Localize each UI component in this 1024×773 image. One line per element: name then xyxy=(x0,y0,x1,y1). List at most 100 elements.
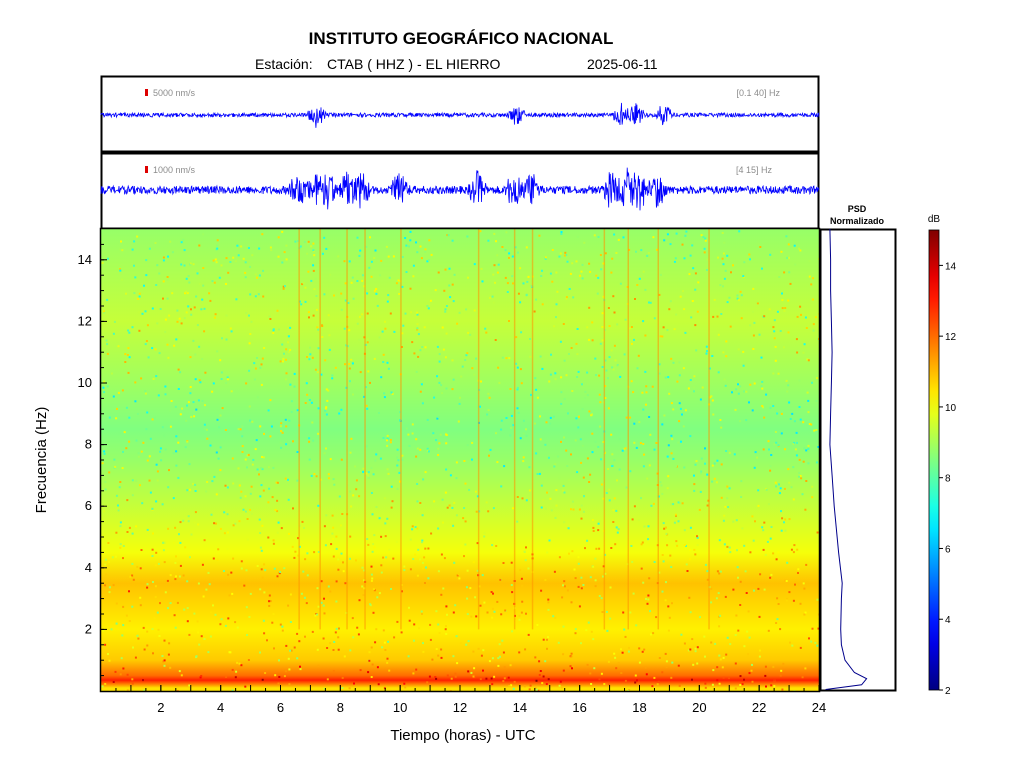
spectrogram-speckle xyxy=(563,397,566,400)
spectrogram-speckle xyxy=(762,548,765,551)
x-tick-label: 10 xyxy=(393,700,407,715)
spectrogram-speckle xyxy=(213,475,216,478)
spectrogram-speckle xyxy=(120,240,122,243)
spectrogram-speckle xyxy=(308,437,311,440)
spectrogram-speckle xyxy=(797,568,800,571)
spectrogram-speckle xyxy=(119,546,122,549)
spectrogram-speckle xyxy=(643,648,646,651)
spectrogram-speckle xyxy=(235,298,238,301)
spectrogram-speckle xyxy=(716,570,719,573)
spectrogram-speckle xyxy=(660,484,663,487)
spectrogram-speckle xyxy=(332,670,335,672)
spectrogram-speckle xyxy=(259,366,262,369)
spectrogram-speckle xyxy=(662,522,665,525)
spectrogram-speckle xyxy=(467,276,469,279)
spectrogram-speckle xyxy=(125,614,128,617)
record-date: 2025-06-11 xyxy=(587,56,658,72)
spectrogram-speckle xyxy=(457,420,460,423)
spectrogram-speckle xyxy=(486,611,489,614)
spectrogram-speckle xyxy=(207,651,210,654)
spectrogram-speckle xyxy=(378,412,380,414)
spectrogram-speckle xyxy=(219,446,222,449)
spectrogram-speckle xyxy=(614,359,617,362)
spectrogram-speckle xyxy=(696,535,698,538)
spectrogram-speckle xyxy=(792,599,795,602)
spectrogram-speckle xyxy=(179,413,182,416)
spectrogram-speckle xyxy=(813,429,816,432)
spectrogram-speckle xyxy=(133,264,135,267)
spectrogram-speckle xyxy=(505,417,508,419)
spectrogram-speckle xyxy=(424,582,426,584)
spectrogram-speckle xyxy=(584,547,586,550)
spectrogram-speckle xyxy=(163,664,166,667)
spectrogram-speckle xyxy=(761,267,763,270)
spectrogram-speckle xyxy=(370,275,373,278)
spectrogram-speckle xyxy=(441,392,443,395)
spectrogram-speckle xyxy=(187,520,190,523)
spectrogram-speckle xyxy=(405,427,408,430)
spectrogram-speckle xyxy=(772,405,775,407)
spectrogram-speckle xyxy=(653,676,656,679)
spectrogram-speckle xyxy=(555,303,558,306)
spectrogram-speckle xyxy=(786,256,789,259)
spectrogram-speckle xyxy=(422,650,425,653)
spectrogram-speckle xyxy=(146,644,149,647)
spectrogram-speckle xyxy=(588,481,591,483)
spectrogram-speckle xyxy=(508,256,510,259)
spectrogram-speckle xyxy=(705,345,708,348)
spectrogram-speckle xyxy=(624,635,627,638)
spectrogram-speckle xyxy=(384,535,387,538)
spectrogram-speckle xyxy=(807,447,810,450)
spectrogram-speckle xyxy=(143,284,145,287)
spectrogram-speckle xyxy=(188,684,191,687)
scale-label-top: 5000 nm/s xyxy=(153,88,196,98)
spectrogram-speckle xyxy=(211,280,214,283)
spectrogram-speckle xyxy=(125,447,128,450)
spectrogram-speckle xyxy=(617,238,620,241)
spectrogram-speckle xyxy=(166,278,169,281)
spectrogram-speckle xyxy=(254,295,257,298)
spectrogram-speckle xyxy=(601,312,604,315)
spectrogram-speckle xyxy=(209,635,212,638)
spectrogram-speckle xyxy=(312,439,315,442)
spectrogram-speckle xyxy=(326,399,329,402)
spectrogram-speckle xyxy=(722,676,725,679)
spectrogram-speckle xyxy=(563,359,566,362)
spectrogram-speckle xyxy=(693,386,695,389)
spectrogram-speckle xyxy=(645,597,647,600)
spectrogram-speckle xyxy=(474,490,477,493)
spectrogram-speckle xyxy=(623,448,626,451)
spectrogram-speckle xyxy=(799,418,802,421)
spectrogram-speckle xyxy=(169,666,172,669)
spectrogram-speckle xyxy=(644,334,647,337)
spectrogram-speckle xyxy=(625,416,628,419)
spectrogram-speckle xyxy=(568,552,570,555)
spectrogram-speckle xyxy=(216,247,219,250)
spectrogram-speckle xyxy=(495,545,498,547)
spectrogram-speckle xyxy=(352,393,354,396)
spectrogram-speckle xyxy=(613,459,616,462)
x-tick-label: 22 xyxy=(752,700,766,715)
spectrogram-speckle xyxy=(131,479,134,482)
spectrogram-speckle xyxy=(437,416,440,418)
spectrogram-speckle xyxy=(611,366,614,369)
spectrogram-streak xyxy=(477,229,480,630)
spectrogram-speckle xyxy=(611,464,614,467)
spectrogram-speckle xyxy=(451,506,454,509)
spectrogram-speckle xyxy=(450,677,453,680)
spectrogram-speckle xyxy=(484,327,487,330)
spectrogram-speckle xyxy=(293,489,296,492)
spectrogram-speckle xyxy=(122,605,125,608)
spectrogram-speckle xyxy=(767,629,770,632)
spectrogram-speckle xyxy=(382,629,385,632)
spectrogram-speckle xyxy=(473,309,476,312)
spectrogram-speckle xyxy=(456,662,459,665)
spectrogram-speckle xyxy=(359,249,362,252)
spectrogram-speckle xyxy=(213,522,216,525)
spectrogram-speckle xyxy=(416,328,419,331)
spectrogram-speckle xyxy=(510,561,513,564)
spectrogram-speckle xyxy=(259,546,262,549)
spectrogram-speckle xyxy=(516,407,519,410)
spectrogram-speckle xyxy=(244,458,247,461)
spectrogram-speckle xyxy=(151,418,154,421)
